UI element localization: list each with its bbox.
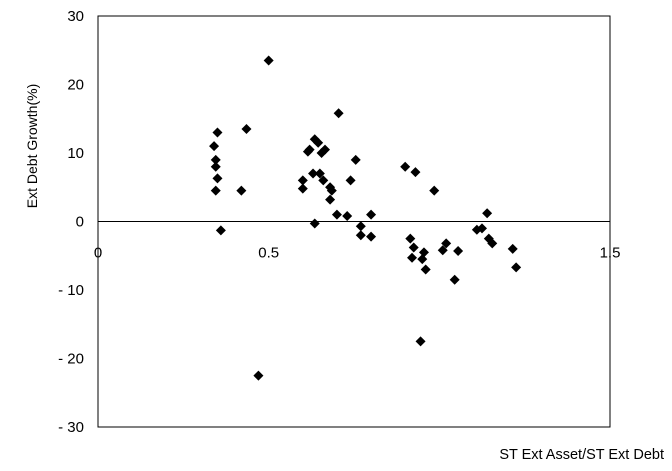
scatter-point xyxy=(415,336,426,347)
scatter-point xyxy=(366,231,377,242)
scatter-point xyxy=(210,185,221,196)
scatter-point xyxy=(453,245,464,256)
y-tick-label: 0 xyxy=(76,214,84,231)
scatter-point xyxy=(297,175,308,186)
scatter-point xyxy=(482,208,493,219)
scatter-point xyxy=(507,243,518,254)
scatter-point xyxy=(400,161,411,172)
scatter-point xyxy=(417,254,428,265)
scatter-point xyxy=(263,55,274,66)
scatter-point xyxy=(449,274,460,285)
scatter-point xyxy=(418,247,429,258)
scatter-point xyxy=(477,223,487,234)
scatter-point xyxy=(314,168,325,179)
scatter-point xyxy=(511,262,522,273)
scatter-point xyxy=(350,154,361,165)
y-tick-label: 30 xyxy=(67,8,84,25)
scatter-point xyxy=(215,225,226,236)
data-points xyxy=(209,55,522,381)
scatter-point xyxy=(313,137,324,148)
x-tick-label: 0 xyxy=(94,245,102,262)
scatter-point xyxy=(212,127,223,138)
scatter-point xyxy=(326,185,337,196)
scatter-point xyxy=(405,233,416,244)
scatter-point xyxy=(408,242,419,253)
y-tick-label: - 20 xyxy=(58,351,84,368)
x-tick-label: 1.5 xyxy=(600,245,621,262)
scatter-point xyxy=(209,141,220,152)
scatter-point xyxy=(212,173,223,184)
scatter-point xyxy=(319,144,330,155)
scatter-point xyxy=(331,209,342,220)
scatter-point xyxy=(236,185,247,196)
y-tick-label: 20 xyxy=(67,77,84,94)
x-tick-label: 0.5 xyxy=(258,245,279,262)
scatter-point xyxy=(318,175,329,186)
scatter-point xyxy=(210,161,221,172)
scatter-point xyxy=(308,168,319,179)
scatter-point xyxy=(210,154,221,165)
scatter-point xyxy=(345,175,356,186)
y-tick-labels: 30 20 10 0 - 10 - 20 - 30 xyxy=(58,8,84,436)
scatter-point xyxy=(410,167,421,178)
scatter-point xyxy=(429,185,440,196)
scatter-point xyxy=(309,218,320,229)
scatter-point xyxy=(407,252,418,263)
y-axis-title: Ext Debt Growth(%) xyxy=(24,84,40,208)
scatter-point xyxy=(325,194,336,205)
scatter-point xyxy=(342,211,353,222)
scatter-point xyxy=(437,245,448,256)
scatter-point xyxy=(297,183,308,194)
scatter-point xyxy=(487,238,498,249)
scatter-point xyxy=(420,264,431,275)
scatter-point xyxy=(333,108,344,119)
scatter-point xyxy=(355,221,366,232)
scatter-point xyxy=(304,144,315,155)
y-tick-label: - 30 xyxy=(58,419,84,436)
scatter-point xyxy=(366,209,377,220)
scatter-point xyxy=(241,124,252,135)
scatter-point xyxy=(253,370,264,381)
scatter-point xyxy=(355,230,366,241)
y-tick-label: - 10 xyxy=(58,282,84,299)
y-tick-label: 10 xyxy=(67,145,84,162)
x-axis-title: ST Ext Asset/ST Ext Debt xyxy=(499,447,664,463)
scatter-point xyxy=(441,238,452,249)
x-tick-labels: 0 0.5 1.5 xyxy=(94,245,621,262)
